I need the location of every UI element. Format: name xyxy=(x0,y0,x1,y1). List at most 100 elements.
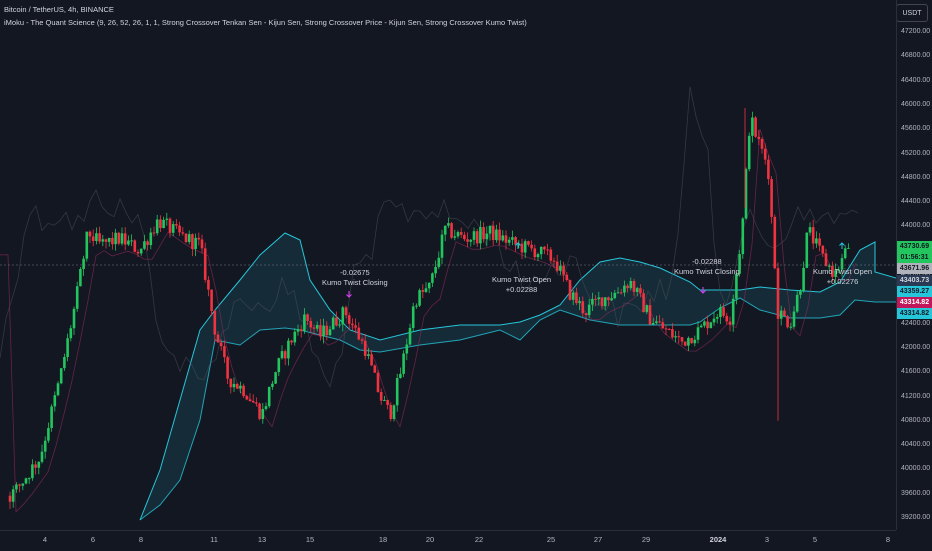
candle-body xyxy=(248,399,252,401)
time-axis[interactable]: 4 6 8 11 13 15 18 20 22 25 27 29 2024 3 5 8 xyxy=(0,530,896,551)
candle-body xyxy=(616,292,620,294)
candle-body xyxy=(24,478,28,484)
candle-body xyxy=(469,239,473,242)
price-tick-label: 43200.00 xyxy=(901,271,930,278)
currency-button[interactable]: USDT xyxy=(896,4,928,22)
candle-body xyxy=(325,325,329,336)
candle-body xyxy=(146,241,149,246)
candle-body xyxy=(111,237,114,245)
candle-body xyxy=(539,246,543,255)
candle-body xyxy=(347,315,351,324)
candle-body xyxy=(584,313,588,316)
candle-body xyxy=(255,402,258,404)
candle-body xyxy=(587,304,591,316)
candle-body xyxy=(811,227,815,244)
candle-body xyxy=(53,395,57,407)
candle-body xyxy=(168,218,172,233)
candle-body xyxy=(706,321,709,329)
candle-body xyxy=(459,232,463,235)
candle-body xyxy=(552,260,556,262)
price-tick-label: 42000.00 xyxy=(901,343,931,351)
candle-body xyxy=(351,323,354,326)
candle-body xyxy=(101,239,105,242)
time-tick-label: 4 xyxy=(42,535,48,544)
candle-body xyxy=(479,227,482,244)
candle-body xyxy=(815,238,818,244)
candle-body xyxy=(523,241,527,253)
candle-body xyxy=(703,321,706,326)
price-tick-label: 44000.00 xyxy=(901,222,931,230)
candle-body xyxy=(453,236,457,238)
candle-body xyxy=(536,254,540,258)
candle-body xyxy=(79,269,82,287)
candle-body xyxy=(504,235,508,243)
candle-body xyxy=(747,135,751,170)
candle-body xyxy=(91,236,95,241)
candle-body xyxy=(773,216,777,269)
price-tag: 43314.82 xyxy=(897,297,932,308)
time-tick-label: 5 xyxy=(812,535,818,544)
candle-body xyxy=(421,290,425,292)
candle-body xyxy=(837,269,841,271)
candle-body xyxy=(27,478,31,480)
candle-body xyxy=(130,240,133,242)
candle-body xyxy=(613,292,617,299)
candlestick-chart[interactable] xyxy=(0,0,897,530)
candle-body xyxy=(63,356,66,369)
candle-body xyxy=(258,403,261,419)
candle-body xyxy=(664,328,668,330)
candle-body xyxy=(443,225,447,235)
candle-body xyxy=(114,232,117,245)
candle-body xyxy=(594,298,597,300)
candle-body xyxy=(85,231,89,259)
time-tick-label: 15 xyxy=(305,535,315,544)
price-tick-label: 41200.00 xyxy=(901,392,931,400)
candle-body xyxy=(69,328,73,339)
candle-body xyxy=(322,325,325,337)
candle-body xyxy=(31,464,34,479)
time-tick-label: 11 xyxy=(210,535,218,544)
candle-body xyxy=(840,258,844,270)
price-tick-label: 44400.00 xyxy=(901,198,931,206)
candle-body xyxy=(619,292,623,294)
price-tick-label: 40800.00 xyxy=(901,416,931,424)
candle-body xyxy=(527,241,530,245)
candle-body xyxy=(21,483,25,486)
candle-body xyxy=(824,253,828,266)
candle-body xyxy=(107,237,111,242)
candle-body xyxy=(219,342,223,347)
candle-body xyxy=(402,353,405,374)
candle-body xyxy=(155,219,159,234)
candle-body xyxy=(264,406,268,409)
candle-body xyxy=(427,282,431,289)
candle-body xyxy=(287,340,290,359)
candle-body xyxy=(267,386,271,407)
candle-body xyxy=(178,225,181,233)
candle-body xyxy=(658,321,661,323)
annotation-line: +0.02288 xyxy=(505,285,538,294)
candle-body xyxy=(677,336,681,338)
candle-body xyxy=(827,265,831,267)
symbol-title[interactable]: Bitcoin / TetherUS, 4h, BINANCE xyxy=(4,5,114,14)
candle-body xyxy=(363,340,367,356)
candle-body xyxy=(610,298,613,301)
price-tick-label: 39200.00 xyxy=(901,514,931,521)
annotation-kumo-open-2: Kumo Twist Open +0.02276 xyxy=(813,267,872,287)
candle-body xyxy=(370,354,373,366)
candle-body xyxy=(693,339,697,344)
candle-body xyxy=(75,286,79,309)
candle-body xyxy=(546,249,549,251)
candle-body xyxy=(312,327,316,329)
candle-body xyxy=(437,257,441,267)
chart-area[interactable] xyxy=(0,0,897,530)
candle-body xyxy=(683,341,687,346)
candle-body xyxy=(741,218,745,255)
candle-body xyxy=(843,248,847,259)
candle-body xyxy=(709,322,713,329)
candle-body xyxy=(98,233,101,242)
candle-body xyxy=(731,298,735,325)
candle-body xyxy=(600,297,604,307)
indicator-title[interactable]: iMoku - The Quant Science (9, 26, 52, 26… xyxy=(4,18,527,27)
candle-body xyxy=(591,298,594,305)
time-tick-label: 8 xyxy=(885,535,891,544)
